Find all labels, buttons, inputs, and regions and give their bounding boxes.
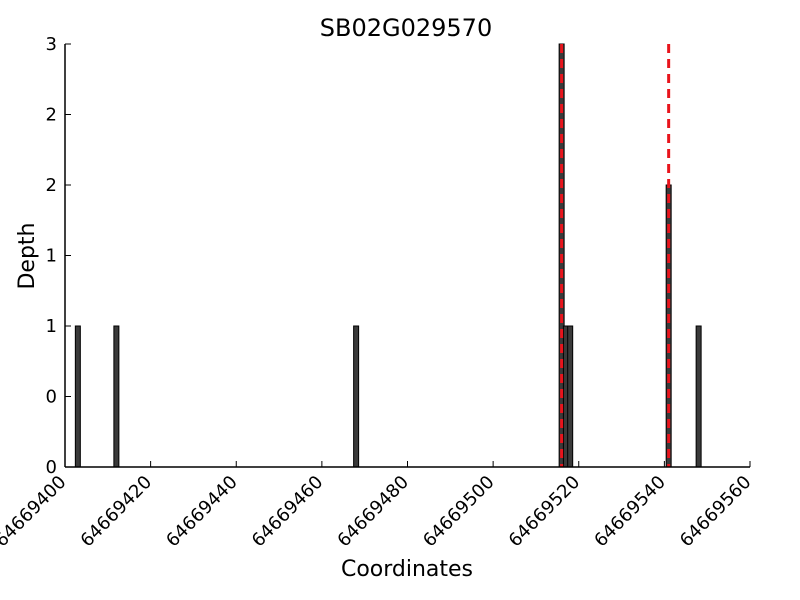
vlines-layer	[560, 44, 671, 467]
y-tick-label-4: 2	[46, 175, 57, 196]
x-tick-label-2: 64669440	[162, 472, 242, 552]
chart-title: SB02G029570	[320, 14, 492, 42]
x-tick-label-1: 64669420	[77, 472, 157, 552]
bar-2	[353, 325, 360, 468]
y-tick-label-0: 0	[46, 457, 57, 478]
y-tick-label-2: 1	[46, 316, 57, 337]
bar-0	[74, 325, 81, 468]
bar-5	[567, 325, 574, 468]
y-tick-label-6: 3	[46, 34, 57, 55]
y-tick-label-1: 0	[46, 387, 57, 408]
x-tick-label-8: 64669560	[676, 472, 756, 552]
y-tick-label-3: 1	[46, 246, 57, 267]
y-tick-label-5: 2	[46, 105, 57, 126]
x-tick-label-5: 64669500	[419, 472, 499, 552]
x-tick-label-4: 64669480	[333, 472, 413, 552]
x-tick-label-3: 64669460	[248, 472, 328, 552]
bars-layer	[74, 43, 702, 468]
axes-layer	[64, 44, 750, 468]
x-axis-title: Coordinates	[341, 557, 473, 582]
y-axis-title: Depth	[15, 222, 40, 289]
x-tick-label-0: 64669400	[0, 472, 71, 552]
x-tick-label-6: 64669520	[505, 472, 585, 552]
x-tick-label-7: 64669540	[590, 472, 670, 552]
bar-7	[695, 325, 702, 468]
bar-1	[113, 325, 120, 468]
